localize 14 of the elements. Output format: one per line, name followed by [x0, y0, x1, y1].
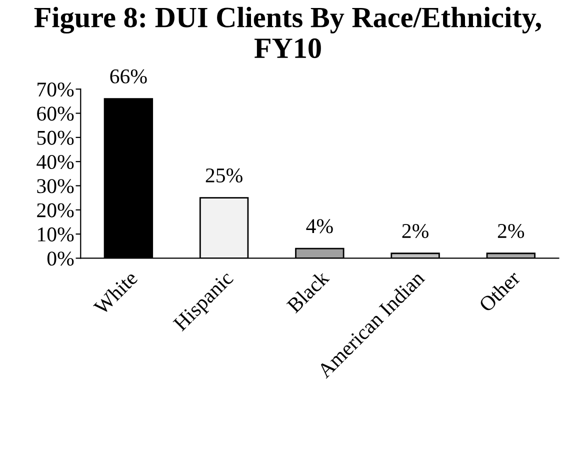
- y-tick-label: 10%: [38, 227, 74, 242]
- data-label: 2%: [498, 224, 524, 238]
- y-tick-label: 20%: [37, 203, 74, 218]
- data-label: 25%: [206, 168, 242, 183]
- y-tick-label: 70%: [38, 82, 74, 97]
- chart-title: Figure 8: DUI Clients By Race/Ethnicity, FY10: [34, 6, 542, 58]
- y-tick-label: 50%: [37, 130, 74, 145]
- y-tick-label: 60%: [37, 106, 74, 121]
- y-tick-label: 40%: [36, 154, 74, 170]
- data-label: 66%: [110, 69, 147, 84]
- data-label: 4%: [306, 219, 333, 234]
- y-tick-label: 0%: [47, 252, 74, 266]
- y-tick-label: 30%: [37, 179, 74, 194]
- data-label: 2%: [402, 224, 428, 238]
